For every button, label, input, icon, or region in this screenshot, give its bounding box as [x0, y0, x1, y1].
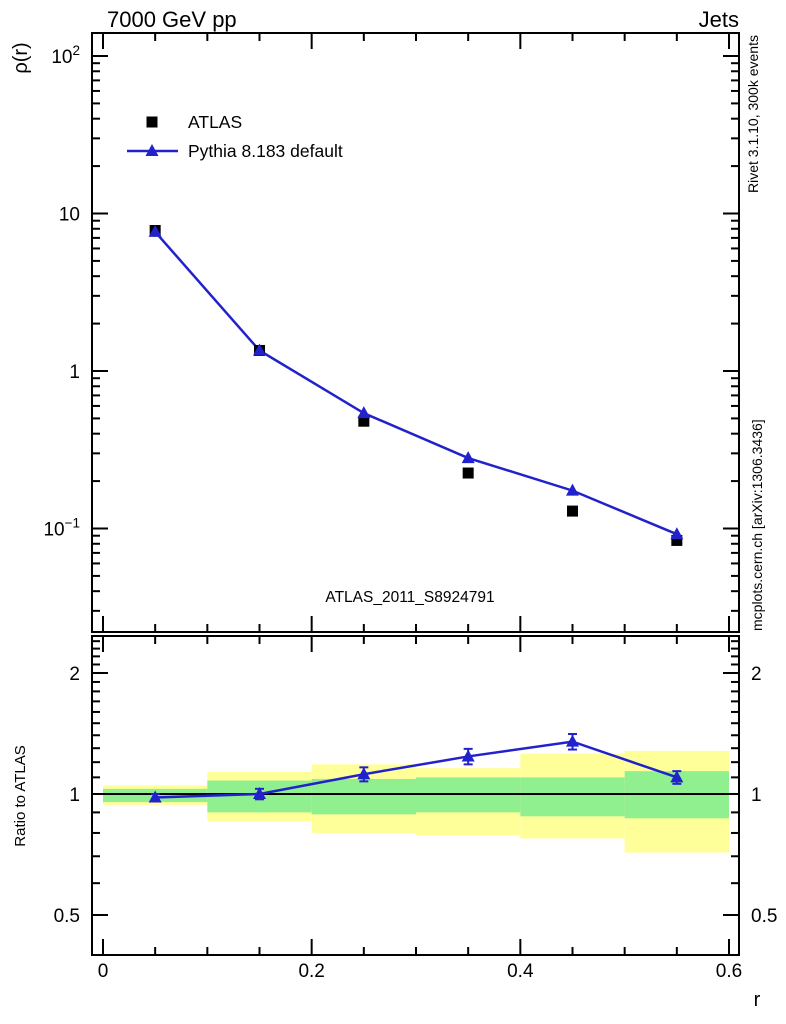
axis-ticks-layer [92, 33, 739, 955]
atlas-data-point [671, 534, 683, 546]
pythia-data-point [565, 483, 579, 496]
watermark-analysis-id: ATLAS_2011_S8924791 [325, 589, 494, 606]
pythia-data-point [357, 406, 371, 419]
ratio-data-point [461, 749, 475, 762]
pythia-line [154, 230, 678, 536]
x-axis-label: r [754, 989, 761, 1011]
title-beam-energy: 7000 GeV pp [107, 7, 237, 32]
ratio-data-point [252, 787, 266, 799]
ratio-data-point [148, 790, 162, 803]
ratio-line [155, 740, 678, 799]
uncertainty-band-green [311, 778, 416, 815]
x-tick-label: 0 [98, 961, 109, 982]
main-y-tick-label: 1 [69, 362, 80, 383]
atlas-data-point [462, 467, 474, 479]
mcplots-arxiv-caption: mcplots.cern.ch [arXiv:1306.3436] [749, 419, 765, 631]
ratio-y-axis-label: Ratio to ATLAS [12, 745, 29, 846]
legend-marker-pythia-triangle [145, 144, 159, 156]
x-tick-label: 0.2 [298, 961, 324, 982]
main-y-tick-label: 10−1 [43, 516, 80, 541]
ratio-panel-data-layer [148, 733, 684, 803]
atlas-data-point [566, 505, 578, 517]
main-y-axis-label: ρ(r) [10, 42, 32, 73]
pythia-data-point [461, 451, 475, 464]
ratio-y-tick-label-right: 1 [751, 785, 762, 806]
pythia-data-point [252, 343, 266, 356]
ratio-y-tick-label-left: 1 [69, 785, 80, 806]
uncertainty-band-green [520, 777, 625, 817]
main-panel-data-layer [148, 224, 684, 546]
ratio-y-tick-label-left: 2 [69, 664, 80, 685]
legend-label-atlas: ATLAS [188, 112, 242, 132]
title-analysis-group: Jets [699, 7, 739, 32]
legend-label-pythia: Pythia 8.183 default [188, 141, 343, 161]
atlas-data-point [358, 415, 370, 427]
main-y-tick-label: 10 [59, 205, 80, 226]
legend-marker-atlas-square [146, 116, 158, 128]
rivet-version-caption: Rivet 3.1.10, 300k events [745, 35, 761, 193]
ratio-y-tick-label-left: 0.5 [54, 906, 80, 927]
axis-tick-labels-layer: 0 0.2 0.4 0.6 102 10 1 10−1 0.5 0.5 1 1 2 2 [43, 43, 777, 982]
pythia-data-point [148, 224, 162, 237]
ratio-data-point [357, 767, 371, 780]
ratio-data-point [565, 734, 579, 747]
x-tick-label: 0.6 [716, 961, 742, 982]
ratio-y-tick-label-right: 0.5 [751, 906, 777, 927]
pythia-data-point [670, 527, 684, 540]
ratio-y-tick-label-right: 2 [751, 664, 762, 685]
ratio-data-point [670, 770, 684, 783]
x-tick-label: 0.4 [507, 961, 534, 982]
uncertainty-bands-layer [92, 750, 739, 853]
legend-markers-layer [127, 116, 178, 156]
main-y-tick-label: 102 [51, 43, 80, 68]
